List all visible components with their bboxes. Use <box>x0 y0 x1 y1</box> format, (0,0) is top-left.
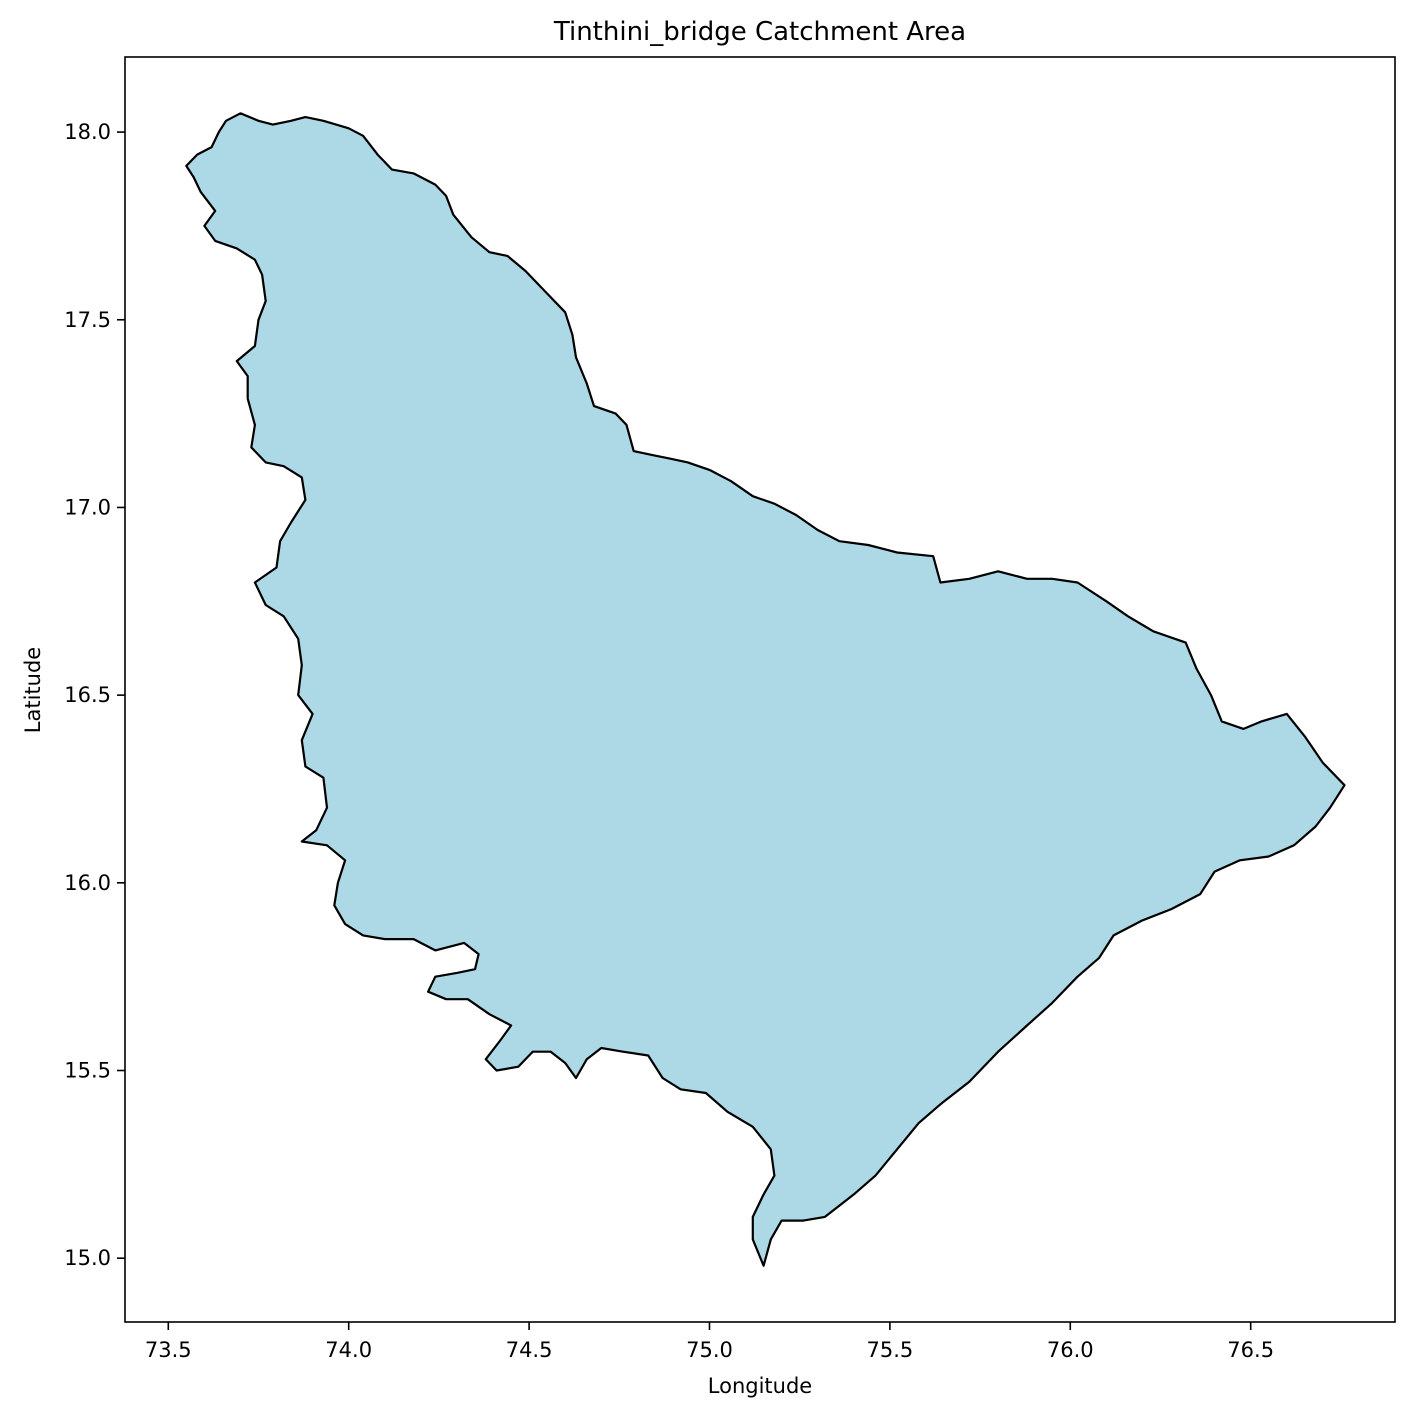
catchment-polygon-layer <box>185 112 1346 1267</box>
x-tick-label: 75.5 <box>867 1338 914 1362</box>
y-tick-label: 16.0 <box>64 871 111 895</box>
y-tick-label: 16.5 <box>64 683 111 707</box>
plot-area-frame <box>124 56 1396 1323</box>
chart-title: Tinthini_bridge Catchment Area <box>553 17 966 47</box>
y-tick-label: 17.5 <box>64 308 111 332</box>
x-tick-label: 75.0 <box>686 1338 733 1362</box>
y-tick-label: 15.0 <box>64 1246 111 1270</box>
y-tick-label: 17.0 <box>64 495 111 519</box>
y-axis-label: Latitude <box>21 647 45 733</box>
x-tick-label: 74.0 <box>325 1338 372 1362</box>
x-axis-ticks: 73.5 74.0 74.5 75.0 75.5 76.0 76.5 <box>145 1322 1274 1362</box>
x-tick-label: 74.5 <box>506 1338 553 1362</box>
y-tick-label: 18.0 <box>64 120 111 144</box>
x-axis-label: Longitude <box>708 1374 812 1398</box>
catchment-polygon <box>185 112 1346 1267</box>
x-tick-label: 76.0 <box>1047 1338 1094 1362</box>
y-tick-label: 15.5 <box>64 1059 111 1083</box>
y-axis-ticks: 15.0 15.5 16.0 16.5 17.0 17.5 18.0 <box>64 120 125 1270</box>
x-tick-label: 73.5 <box>145 1338 192 1362</box>
x-tick-label: 76.5 <box>1227 1338 1274 1362</box>
